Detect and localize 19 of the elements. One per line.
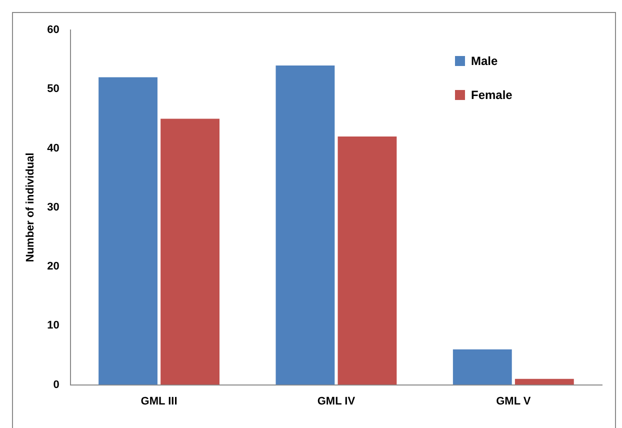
y-tick-label: 10 <box>47 320 60 332</box>
y-tick-label: 40 <box>47 142 60 154</box>
y-tick-label: 60 <box>47 24 60 36</box>
bar <box>452 349 512 385</box>
y-axis-title: Number of individual <box>24 152 37 262</box>
bar <box>160 118 220 385</box>
bar <box>514 378 574 385</box>
bar <box>98 77 158 385</box>
y-tick-label: 20 <box>47 260 60 273</box>
bar <box>338 136 397 385</box>
y-tick-label: 30 <box>47 201 60 214</box>
x-tick-label: GML IV <box>317 395 356 408</box>
x-tick-label: GML III <box>140 395 178 408</box>
y-tick-label: 0 <box>53 378 60 391</box>
bar <box>276 65 335 385</box>
y-tick-label: 50 <box>47 83 60 96</box>
legend-label: Female <box>471 88 512 102</box>
x-tick-label: GML V <box>496 395 532 408</box>
legend-label: Male <box>471 54 498 68</box>
